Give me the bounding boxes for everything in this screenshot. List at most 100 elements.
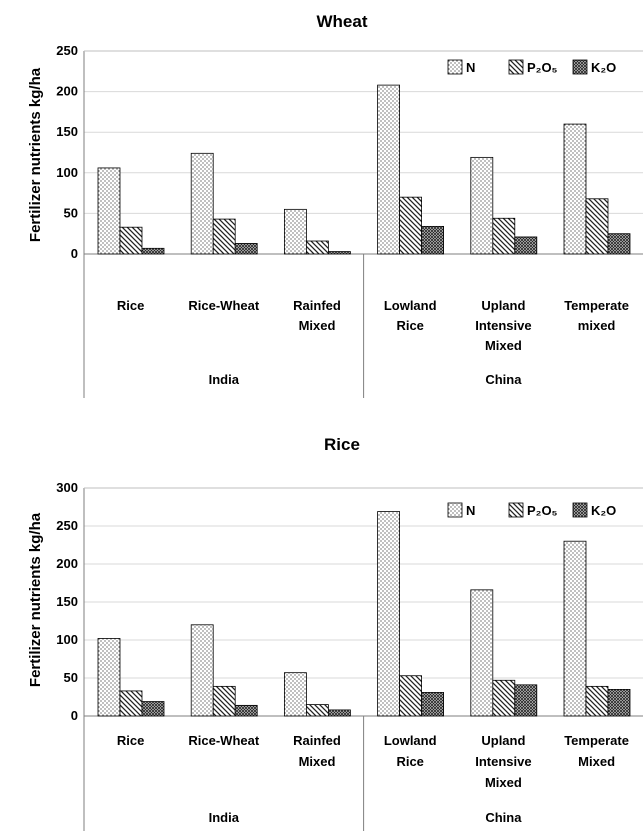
category-label: Rice-Wheat [188, 298, 259, 313]
category-label-line: Lowland [384, 298, 437, 313]
category-label: Upland Intensive Mixed [475, 298, 531, 353]
y-tick-label: 150 [56, 124, 78, 139]
category-label: Lowland Rice [384, 298, 437, 333]
category-label-line: Lowland [384, 733, 437, 748]
bar-diag-5 [492, 217, 516, 255]
bar-dots-5 [470, 589, 494, 717]
bar-cross-5 [514, 684, 538, 717]
bar-dots-5 [470, 156, 494, 255]
bar-cross-2 [234, 243, 258, 255]
category-label: Upland Intensive Mixed [475, 733, 531, 790]
y-tick-label: 100 [56, 165, 78, 180]
bar-cross-2 [234, 704, 258, 717]
bar-dots-2 [190, 152, 214, 255]
bar-dots-4 [377, 511, 401, 717]
bar-diag-3 [305, 240, 329, 255]
category-label: Rainfed Mixed [293, 298, 341, 333]
bar-cross-1 [141, 701, 165, 717]
category-label-line: Mixed [578, 754, 615, 769]
y-tick-label: 200 [56, 556, 78, 571]
y-tick-label: 100 [56, 632, 78, 647]
bar-cross-1 [141, 247, 165, 255]
y-tick-label: 200 [56, 84, 78, 99]
bar-dots-4 [377, 84, 401, 255]
y-axis-label: Fertilizer nutrients kg/ha [27, 512, 44, 687]
category-label-line: Intensive [475, 318, 531, 333]
category-label-line: Rice [117, 733, 144, 748]
legend-swatch [508, 59, 524, 75]
y-tick-label: 300 [56, 480, 78, 495]
bar-diag-6 [585, 198, 609, 255]
bar-dots-6 [563, 540, 587, 717]
y-tick-label: 250 [56, 518, 78, 533]
bar-diag-4 [399, 196, 423, 255]
category-label-line: Intensive [475, 754, 531, 769]
chart-1: Wheat Fertilizer nutrients kg/ha 0 50 100 150… [27, 12, 643, 398]
group-label: China [485, 810, 522, 825]
category-label: Temperate Mixed [564, 733, 629, 769]
legend-entry: N [466, 60, 475, 75]
bar-diag-2 [212, 218, 236, 255]
bar-cross-4 [421, 692, 445, 717]
legend-swatch [447, 502, 463, 518]
legend-swatch [508, 502, 524, 518]
category-label-line: Rice [396, 318, 423, 333]
bar-dots-3 [283, 208, 307, 255]
category-label-line: Rainfed [293, 298, 341, 313]
bar-cross-6 [607, 233, 631, 255]
legend-swatch [572, 502, 588, 518]
category-label-line: Upland [481, 298, 525, 313]
category-label-line: Rice [117, 298, 144, 313]
legend-entry: N [466, 503, 475, 518]
bar-cross-5 [514, 236, 538, 255]
bar-diag-1 [119, 690, 143, 717]
group-label: India [209, 810, 240, 825]
bar-diag-6 [585, 685, 609, 717]
bar-diag-2 [212, 685, 236, 717]
legend: N P₂O₅ K₂O [447, 59, 616, 75]
category-label-line: Rainfed [293, 733, 341, 748]
chart-title: Rice [324, 435, 360, 454]
legend-entry: P₂O₅ [527, 60, 558, 75]
category-label-line: mixed [578, 318, 616, 333]
category-label-line: Mixed [299, 318, 336, 333]
bar-diag-3 [305, 704, 329, 717]
legend-entry: K₂O [591, 503, 616, 518]
bar-dots-6 [563, 123, 587, 255]
bar-cross-4 [421, 225, 445, 255]
bar-diag-4 [399, 675, 423, 717]
bar-dots-1 [97, 167, 121, 255]
bar-cross-3 [327, 709, 351, 717]
y-tick-label: 150 [56, 594, 78, 609]
legend-entry: K₂O [591, 60, 616, 75]
bar-dots-1 [97, 638, 121, 717]
category-label: Lowland Rice [384, 733, 437, 769]
y-tick-label: 0 [71, 246, 78, 261]
category-label-line: Rice [396, 754, 423, 769]
legend: N P₂O₅ K₂O [447, 502, 616, 518]
category-label-line: Mixed [485, 775, 522, 790]
legend-swatch [447, 59, 463, 75]
bar-diag-1 [119, 226, 143, 255]
y-tick-label: 50 [64, 205, 78, 220]
bar-dots-3 [283, 672, 307, 717]
y-tick-label: 250 [56, 43, 78, 58]
category-label-line: Temperate [564, 733, 629, 748]
y-tick-label: 50 [64, 670, 78, 685]
category-label-line: Upland [481, 733, 525, 748]
legend-swatch [572, 59, 588, 75]
legend-entry: P₂O₅ [527, 503, 558, 518]
category-label: Rainfed Mixed [293, 733, 341, 769]
group-label: India [209, 372, 240, 387]
bar-cross-6 [607, 689, 631, 717]
category-label: Rice [117, 733, 144, 748]
category-label-line: Mixed [485, 338, 522, 353]
y-axis-label: Fertilizer nutrients kg/ha [27, 67, 44, 242]
category-label: Rice [117, 298, 144, 313]
chart-2: Rice Fertilizer nutrients kg/ha 0 50 100 150 2… [27, 435, 643, 831]
bar-diag-5 [492, 679, 516, 717]
category-label: Rice-Wheat [188, 733, 259, 748]
chart-title: Wheat [317, 12, 368, 31]
